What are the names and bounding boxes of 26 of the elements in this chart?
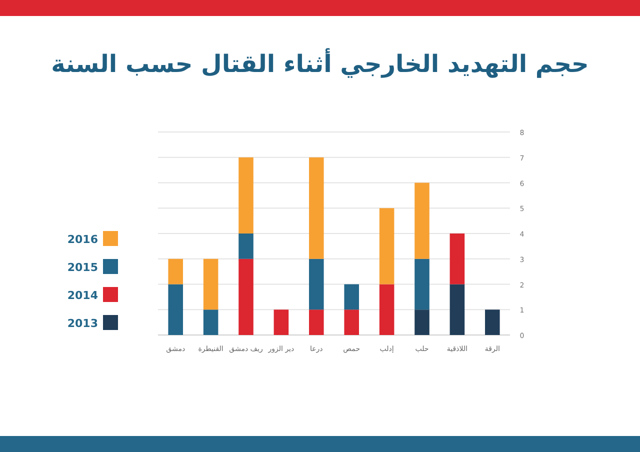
legend-label: 2015 (67, 261, 98, 274)
bar (238, 258, 254, 335)
bar (344, 310, 359, 335)
bar (414, 310, 430, 335)
bar (379, 284, 394, 335)
bar (414, 182, 430, 259)
bar (203, 310, 218, 335)
bar (485, 310, 500, 335)
bar (309, 157, 324, 259)
bar (309, 310, 324, 335)
bar (168, 284, 183, 335)
chart-title: حجم التهديد الخارجي أثناء القتال حسب السنة (51, 48, 589, 78)
legend-label: 2016 (67, 233, 98, 246)
bar (450, 234, 465, 284)
bar (168, 258, 183, 284)
bar (203, 258, 218, 310)
legend-label: 2013 (67, 317, 98, 330)
bar (274, 310, 289, 335)
bar (414, 258, 430, 310)
bar (309, 258, 324, 310)
bar (450, 284, 465, 335)
bar (238, 157, 254, 234)
bar (379, 208, 394, 284)
bar (238, 234, 254, 259)
bar (344, 284, 359, 310)
legend-label: 2014 (67, 289, 98, 302)
